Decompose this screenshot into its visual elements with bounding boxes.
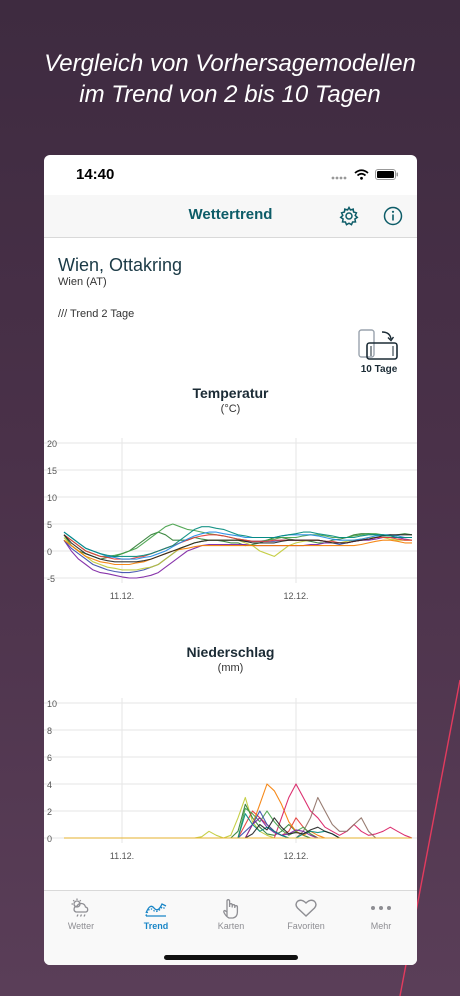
y-tick-label: 2 [47, 807, 52, 817]
heart-icon [295, 899, 317, 917]
y-tick-label: 20 [47, 439, 57, 449]
y-tick-label: 10 [47, 699, 57, 709]
location-region: Wien (AT) [58, 276, 107, 288]
tab-trend[interactable]: Trend [126, 897, 186, 937]
y-tick-label: 10 [47, 493, 57, 503]
series-line [63, 539, 412, 566]
nav-title: Wettertrend [188, 206, 273, 223]
y-tick-label: 0 [47, 834, 52, 844]
series-line [64, 810, 412, 839]
temperature-chart-title: Temperatur [192, 385, 269, 401]
trend-period-label: /// Trend 2 Tage [58, 308, 135, 320]
status-bar: 14:40 [44, 155, 417, 195]
wifi-icon [354, 169, 369, 180]
map-hand-icon [223, 899, 239, 919]
switch-10-days-button[interactable]: 10 Tage [354, 328, 404, 378]
y-tick-label: 4 [47, 780, 52, 790]
promo-headline: Vergleich von Vorhersagemodellen im Tren… [0, 48, 460, 110]
tab-bar: Wetter Trend Karten F [44, 890, 417, 965]
headline-line-1: Vergleich von Vorhersagemodellen [44, 50, 416, 77]
tab-mehr[interactable]: Mehr [351, 897, 411, 937]
temperature-chart-unit: (°C) [220, 403, 241, 415]
series-line [63, 534, 412, 563]
status-time: 14:40 [76, 166, 115, 183]
tab-label-favoriten: Favoriten [287, 921, 325, 931]
tab-label-wetter: Wetter [67, 921, 95, 931]
y-tick-label: 0 [47, 547, 52, 557]
series-line [64, 817, 412, 839]
tab-karten[interactable]: Karten [201, 897, 261, 937]
temperature-chart: 20 15 10 5 0 -5 11.12. 12.12. [44, 438, 417, 601]
signal-icon [331, 176, 347, 179]
status-icons [331, 169, 399, 180]
y-tick-label: 5 [47, 520, 52, 530]
series-line [64, 803, 412, 839]
tab-label-mehr: Mehr [370, 921, 392, 931]
tab-label-trend: Trend [143, 921, 169, 931]
precipitation-chart-title: Niederschlag [186, 644, 275, 660]
tab-favoriten[interactable]: Favoriten [276, 897, 336, 937]
series-line [63, 526, 412, 557]
series-line [64, 807, 412, 839]
series-line [63, 531, 412, 560]
trend-icon [145, 903, 167, 917]
y-tick-label: -5 [47, 574, 55, 584]
tab-label-karten: Karten [217, 921, 245, 931]
navigation-bar: Wettertrend [44, 195, 417, 238]
y-tick-label: 6 [47, 753, 52, 763]
cloud-sun-rain-icon [71, 898, 89, 917]
x-tick-label: 12.12. [283, 591, 308, 601]
gear-icon[interactable] [338, 205, 360, 227]
y-tick-label: 15 [47, 466, 57, 476]
series-line [64, 810, 412, 839]
precipitation-chart-unit: (mm) [217, 662, 244, 674]
phone-screen: 14:40 Wettertrend [44, 155, 417, 965]
tab-wetter[interactable]: Wetter [51, 897, 111, 937]
info-icon[interactable] [382, 205, 404, 227]
x-tick-label: 11.12. [110, 851, 134, 861]
battery-icon [375, 169, 398, 180]
switch-10-days-label: 10 Tage [360, 364, 398, 375]
headline-line-2: im Trend von 2 bis 10 Tagen [79, 81, 381, 108]
x-tick-label: 11.12. [110, 591, 134, 601]
x-tick-label: 12.12. [283, 851, 308, 861]
more-dots-icon [371, 906, 391, 910]
precipitation-chart: 10 8 6 4 2 0 11.12. 12.12. [44, 698, 417, 861]
location-name: Wien, Ottakring [58, 255, 183, 275]
y-tick-label: 8 [47, 726, 52, 736]
rotate-device-icon [358, 329, 398, 360]
series-line [64, 817, 412, 839]
home-indicator [164, 955, 298, 960]
